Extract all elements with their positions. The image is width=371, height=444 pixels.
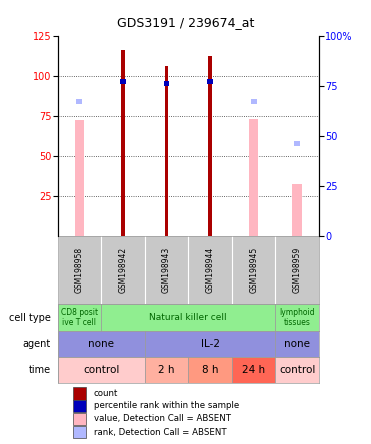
Text: percentile rank within the sample: percentile rank within the sample (93, 401, 239, 410)
Text: GSM198943: GSM198943 (162, 247, 171, 293)
Text: GSM198945: GSM198945 (249, 247, 258, 293)
Bar (76, 99, 82, 104)
Text: GSM198959: GSM198959 (293, 247, 302, 293)
Bar (73, 426, 86, 438)
Bar (58, 331, 145, 357)
Bar (208, 56, 212, 236)
Bar (73, 412, 86, 425)
Bar (101, 305, 275, 331)
Text: none: none (88, 339, 114, 349)
Text: value, Detection Call = ABSENT: value, Detection Call = ABSENT (93, 414, 231, 423)
Text: cell type: cell type (9, 313, 51, 323)
Bar (73, 400, 86, 412)
Text: GSM198944: GSM198944 (206, 247, 214, 293)
Bar (164, 81, 169, 86)
Text: agent: agent (23, 339, 51, 349)
Bar (120, 79, 125, 84)
Bar (188, 357, 232, 383)
Bar (276, 331, 319, 357)
Text: CD8 posit
ive T cell: CD8 posit ive T cell (61, 308, 98, 327)
Bar (276, 305, 319, 331)
Text: IL-2: IL-2 (201, 339, 220, 349)
Bar (73, 387, 86, 400)
Bar (58, 357, 145, 383)
Text: control: control (83, 365, 119, 375)
Bar (75, 120, 84, 236)
FancyArrow shape (55, 311, 57, 324)
Bar (145, 331, 275, 357)
Text: GSM198958: GSM198958 (75, 247, 84, 293)
Bar (292, 184, 302, 236)
Text: time: time (29, 365, 51, 375)
Text: lymphoid
tissues: lymphoid tissues (279, 308, 315, 327)
Text: 8 h: 8 h (202, 365, 218, 375)
FancyArrow shape (55, 364, 57, 377)
Text: 2 h: 2 h (158, 365, 175, 375)
Text: 24 h: 24 h (242, 365, 265, 375)
Bar (207, 79, 213, 84)
Bar (145, 357, 188, 383)
Bar (58, 305, 101, 331)
Text: Natural killer cell: Natural killer cell (150, 313, 227, 322)
Text: GDS3191 / 239674_at: GDS3191 / 239674_at (117, 16, 254, 28)
Bar (251, 99, 257, 104)
Bar (294, 141, 300, 147)
Text: rank, Detection Call = ABSENT: rank, Detection Call = ABSENT (93, 428, 226, 437)
Bar (121, 50, 125, 236)
Text: count: count (93, 389, 118, 398)
Text: none: none (284, 339, 310, 349)
Bar (249, 119, 259, 236)
Bar (276, 357, 319, 383)
Text: GSM198942: GSM198942 (118, 247, 127, 293)
FancyArrow shape (55, 337, 57, 350)
Bar (232, 357, 275, 383)
Bar (164, 66, 168, 236)
Text: control: control (279, 365, 315, 375)
